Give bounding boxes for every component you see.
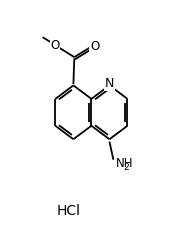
Text: NH: NH bbox=[116, 157, 134, 170]
Text: 2: 2 bbox=[123, 163, 129, 172]
Text: O: O bbox=[50, 39, 59, 52]
Text: HCl: HCl bbox=[57, 204, 81, 218]
Text: O: O bbox=[90, 40, 99, 53]
Text: N: N bbox=[105, 77, 114, 90]
